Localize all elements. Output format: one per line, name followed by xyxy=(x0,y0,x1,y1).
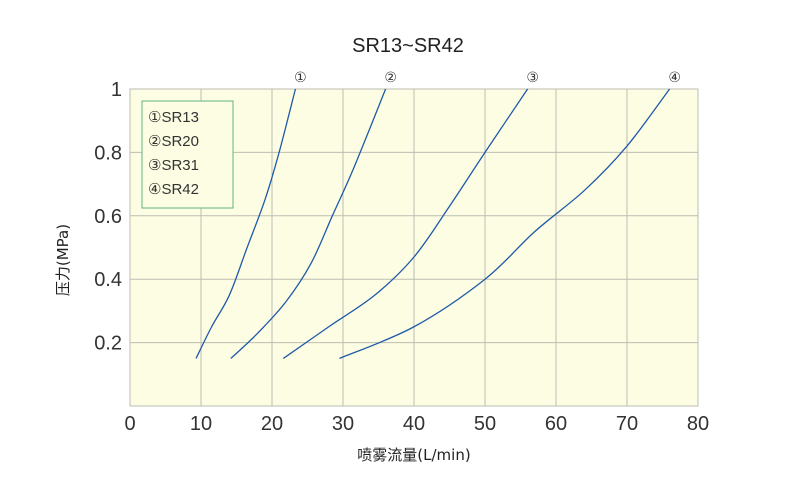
y-tick-label: 0.6 xyxy=(94,206,122,228)
data-series xyxy=(195,88,671,360)
y-tick-labels: 0.2 0.4 0.6 0.8 1 xyxy=(94,79,122,355)
x-tick-label: 60 xyxy=(545,413,567,435)
x-tick-label: 40 xyxy=(403,413,425,435)
legend-entry-4: ④SR42 xyxy=(148,181,199,198)
series-line-1 xyxy=(195,88,297,359)
legend-entry-1: ①SR13 xyxy=(148,109,199,126)
chart-title: SR13~SR42 xyxy=(352,35,464,57)
x-tick-labels: 0 10 20 30 40 50 60 70 80 xyxy=(124,413,709,435)
curve-marker-4: ④ xyxy=(668,70,681,86)
legend-entry-3: ③SR31 xyxy=(148,157,199,174)
legend: ①SR13 ②SR20 ③SR31 ④SR42 xyxy=(141,100,234,209)
x-tick-label: 0 xyxy=(124,413,135,435)
x-tick-label: 10 xyxy=(190,413,212,435)
x-tick-label: 70 xyxy=(616,413,638,435)
curve-marker-2: ② xyxy=(384,70,397,86)
curve-marker-3: ③ xyxy=(526,70,539,86)
y-tick-label: 0.8 xyxy=(94,142,122,164)
x-tick-label: 80 xyxy=(687,413,709,435)
curve-markers: ① ② ③ ④ xyxy=(294,70,681,86)
series-line-2 xyxy=(230,88,387,359)
curve-marker-1: ① xyxy=(294,70,307,86)
x-tick-label: 30 xyxy=(332,413,354,435)
x-tick-label: 50 xyxy=(474,413,496,435)
series-line-4 xyxy=(339,88,671,360)
y-tick-label: 0.4 xyxy=(94,269,122,291)
x-tick-label: 20 xyxy=(261,413,283,435)
y-axis-label: 压力(MPa) xyxy=(54,224,72,296)
legend-entry-2: ②SR20 xyxy=(148,133,199,150)
x-axis-label: 喷雾流量(L/min) xyxy=(357,446,470,464)
y-tick-label: 0.2 xyxy=(94,333,122,355)
series-line-3 xyxy=(282,88,529,359)
y-tick-label: 1 xyxy=(111,79,122,101)
legend-box xyxy=(141,100,234,209)
